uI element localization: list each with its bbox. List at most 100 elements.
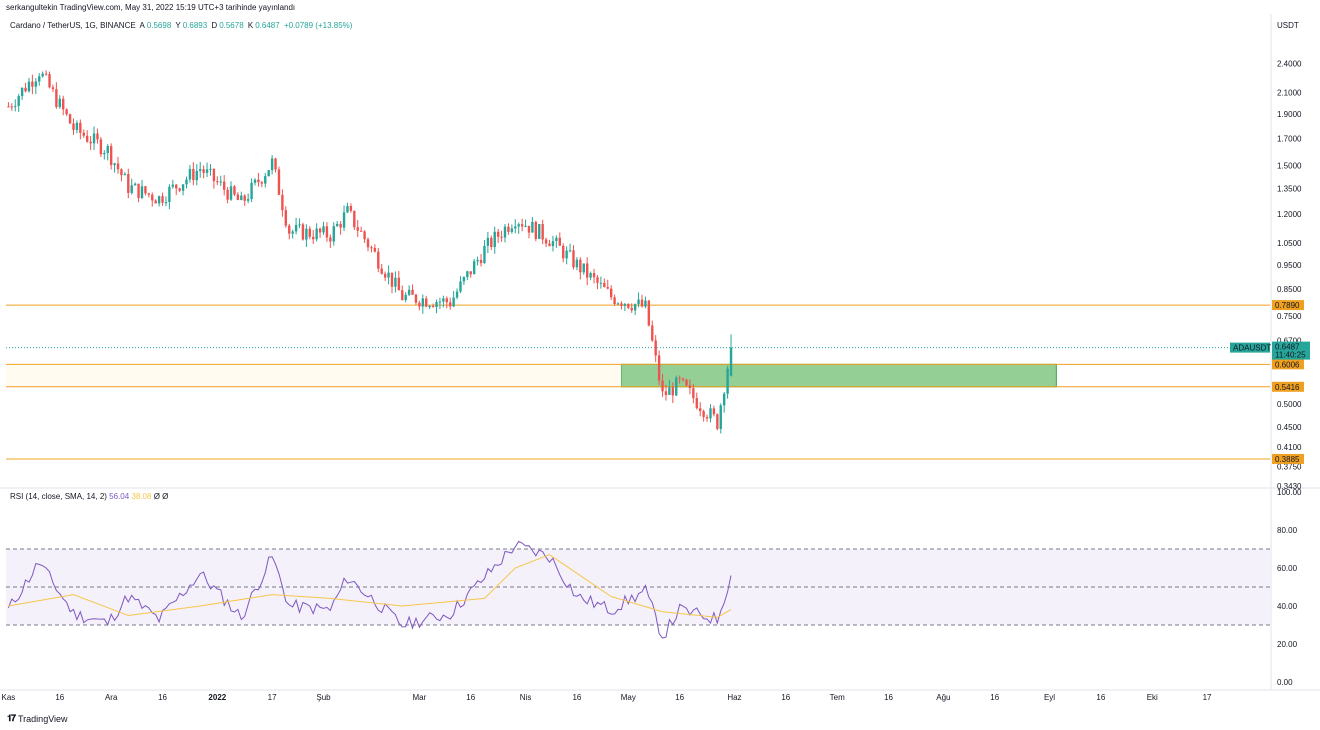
candle-body — [421, 298, 425, 307]
candle-body — [373, 247, 377, 252]
time-tick-label: 17 — [1203, 693, 1212, 702]
candle-body — [96, 133, 99, 140]
candle-body — [462, 277, 466, 282]
brand-name: TradingView — [18, 713, 68, 724]
candle-body — [335, 223, 339, 227]
candle-body — [719, 405, 722, 429]
candle-body — [620, 303, 623, 306]
candle-body — [7, 106, 10, 108]
candle-body — [41, 73, 44, 77]
rsi-tick-label: 40.00 — [1277, 602, 1298, 611]
candle-body — [442, 298, 445, 302]
candle-body — [222, 181, 226, 190]
candle-body — [48, 74, 51, 88]
current-price-tag — [1272, 341, 1310, 360]
candle-body — [514, 226, 517, 229]
candle-body — [476, 259, 479, 262]
candle-body — [603, 282, 606, 288]
candle-body — [14, 105, 17, 107]
candle-body — [144, 186, 147, 194]
candle-body — [555, 237, 558, 242]
candle-body — [277, 169, 281, 195]
candle-body — [647, 300, 651, 326]
candle-body — [716, 414, 719, 429]
candle-body — [582, 263, 585, 273]
candle-body — [329, 237, 332, 242]
rsi-tick-label: 100.00 — [1277, 488, 1302, 497]
candle-body — [318, 228, 322, 233]
price-tick-label: 1.5000 — [1277, 162, 1302, 171]
time-tick-label: 16 — [1096, 693, 1105, 702]
candle-body — [233, 186, 236, 195]
time-tick-label: Mar — [412, 693, 426, 702]
rsi-value: 56.04 — [109, 492, 130, 501]
time-tick-label: 16 — [466, 693, 475, 702]
candle-body — [264, 176, 267, 184]
close-label: K — [247, 21, 254, 30]
price-tick-label: 0.6700 — [1277, 337, 1302, 346]
candle-body — [681, 378, 685, 380]
candle-body — [404, 294, 407, 301]
candle-body — [401, 290, 404, 301]
level-price-label: 0.7890 — [1275, 301, 1300, 310]
candle-body — [34, 81, 38, 87]
high-value: 0.6893 — [182, 21, 208, 30]
price-tick-label: 0.8500 — [1277, 285, 1302, 294]
level-price-label: 0.3885 — [1275, 455, 1300, 464]
candle-body — [538, 224, 541, 239]
candle-body — [99, 139, 103, 155]
candle-body — [418, 302, 421, 307]
price-tick-label: 1.7000 — [1277, 134, 1302, 143]
candlestick-series — [7, 70, 733, 434]
rsi-line — [7, 540, 732, 639]
candle-body — [229, 186, 233, 200]
level-price-tag — [1272, 453, 1304, 464]
candle-body — [120, 169, 123, 176]
candle-body — [685, 379, 688, 386]
candle-body — [657, 355, 661, 381]
candle-body — [82, 132, 85, 136]
time-tick-label: 16 — [158, 693, 167, 702]
rsi-extra-2: Ø — [162, 492, 169, 501]
candle-body — [243, 195, 246, 201]
candle-body — [308, 228, 311, 237]
candle-body — [671, 387, 675, 396]
candle-body — [596, 277, 599, 283]
candle-body — [38, 76, 41, 82]
candle-body — [342, 212, 346, 228]
candle-body — [692, 388, 695, 399]
price-tick-label: 1.9000 — [1277, 110, 1302, 119]
candle-body — [709, 408, 712, 419]
current-price-value: 0.6487 — [1275, 343, 1300, 352]
candle-body — [503, 226, 507, 238]
time-tick-label: 2022 — [208, 693, 226, 702]
candle-body — [428, 306, 431, 308]
candle-body — [548, 243, 551, 247]
candle-body — [394, 277, 397, 287]
close-value: 0.6487 — [255, 21, 280, 30]
level-band-fill — [6, 364, 622, 387]
candle-body — [613, 297, 616, 304]
symbol-title[interactable]: Cardano / TetherUS, 1G, BINANCE — [10, 21, 136, 30]
publish-info: serkangultekin TradingView.com, May 31, … — [6, 3, 296, 12]
level-price-label: 0.6006 — [1275, 360, 1300, 369]
candle-body — [140, 186, 144, 199]
time-tick-label: 16 — [675, 693, 684, 702]
candle-body — [178, 188, 181, 191]
rsi-title[interactable]: RSI (14, close, SMA, 14, 2) — [10, 492, 107, 501]
footer-brand[interactable]: 𝟏𝟕 TradingView — [7, 713, 68, 724]
candle-body — [127, 173, 130, 193]
candle-body — [493, 231, 496, 248]
candle-body — [565, 250, 568, 259]
candle-body — [339, 223, 342, 228]
candle-body — [346, 205, 349, 213]
price-tick-label: 0.4100 — [1277, 443, 1302, 452]
candle-body — [729, 347, 733, 376]
candle-body — [431, 306, 435, 308]
candle-body — [623, 303, 627, 306]
candle-body — [212, 168, 216, 182]
time-tick-label: 16 — [781, 693, 790, 702]
candle-body — [387, 272, 390, 278]
candle-body — [137, 183, 140, 199]
